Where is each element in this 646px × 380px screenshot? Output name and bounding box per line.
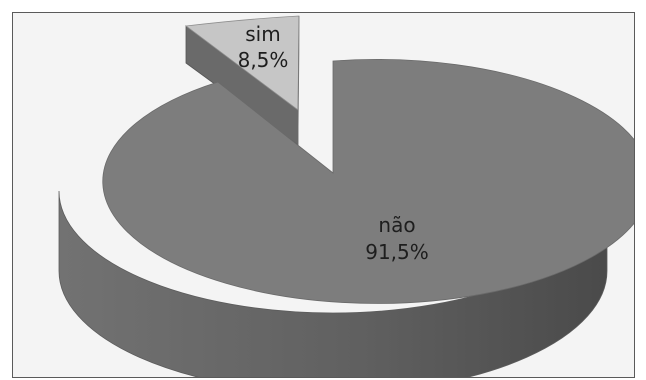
label-nao-value: 91,5% [365, 240, 429, 264]
chart-frame: sim 8,5% não 91,5% [12, 12, 635, 378]
label-sim-value: 8,5% [238, 48, 289, 72]
label-sim-name: sim [245, 22, 280, 46]
slice-nao-side [58, 190, 608, 377]
label-nao-name: não [378, 213, 415, 237]
slice-sim-inner-side [297, 15, 300, 146]
pie-chart: sim 8,5% não 91,5% [58, 15, 634, 377]
slice-nao [102, 59, 634, 304]
slice-sim [184, 15, 300, 111]
